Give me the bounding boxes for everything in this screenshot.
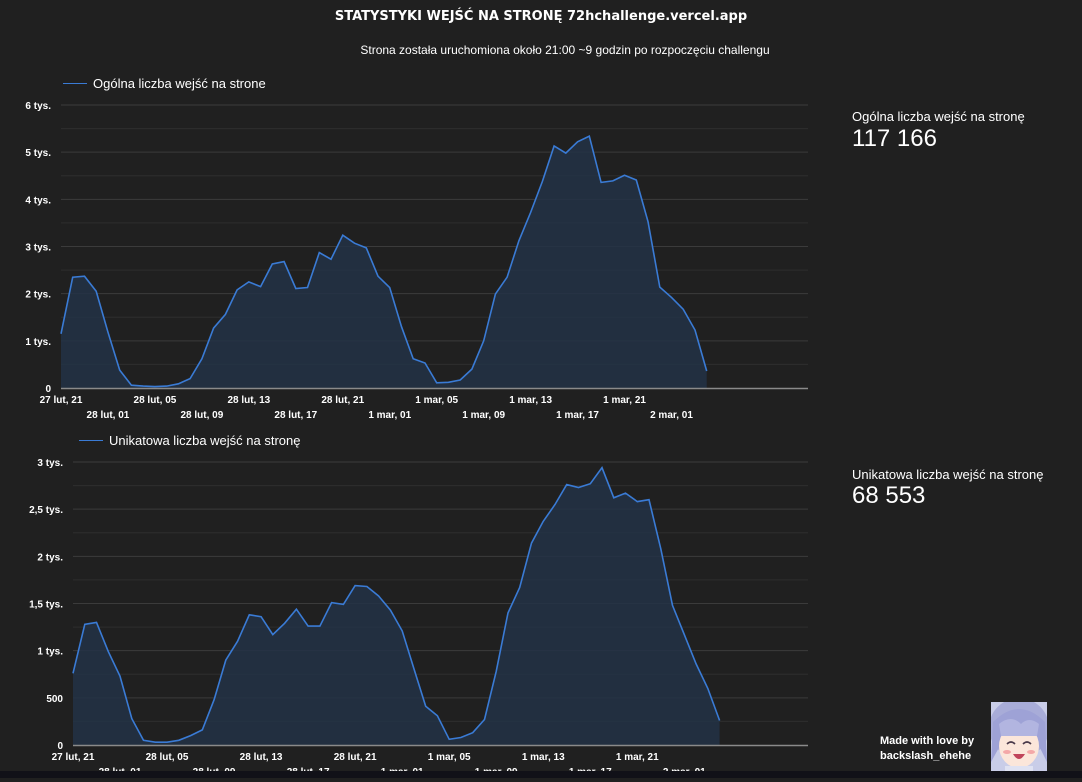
- y-tick-label: 500: [46, 694, 63, 705]
- x-tick-label: 28 lut, 05: [134, 395, 177, 406]
- x-tick-label: 1 mar, 01: [368, 410, 411, 421]
- x-tick-label: 28 lut, 21: [321, 395, 364, 406]
- y-tick-label: 1,5 tys.: [29, 600, 63, 611]
- x-tick-label: 28 lut, 13: [227, 395, 270, 406]
- bottom-bar: [0, 771, 1082, 778]
- x-tick-label: 28 lut, 09: [180, 410, 223, 421]
- x-tick-label: 1 mar, 21: [603, 395, 646, 406]
- footer-line-2: backslash_ehehe: [880, 749, 974, 764]
- chart-1-legend[interactable]: Ogólna liczba wejść na strone: [63, 76, 266, 91]
- chart-unique-visits[interactable]: 0 500 1 tys. 1,5 tys. 2 tys. 2,5 tys. 3 tys. 27…: [0, 452, 830, 782]
- chart-total-visits[interactable]: 0 1 tys. 2 tys. 3 tys. 4 tys. 5 tys. 6 tys. 27 …: [0, 95, 830, 425]
- kpi-total-label: Ogólna liczba wejść na stronę: [852, 109, 1025, 124]
- anime-avatar-image: [991, 702, 1047, 774]
- x-tick-label: 1 mar, 05: [428, 752, 471, 763]
- y-tick-label: 2 tys.: [25, 290, 51, 301]
- x-tick-label: 2 mar, 01: [650, 410, 693, 421]
- page-subtitle: Strona została uruchomiona około 21:00 ~…: [0, 43, 1082, 57]
- y-tick-label: 2,5 tys.: [29, 505, 63, 516]
- y-tick-label: 3 tys.: [37, 458, 63, 469]
- legend-label: Unikatowa liczba wejść na stronę: [109, 433, 300, 448]
- x-tick-label: 1 mar, 13: [509, 395, 552, 406]
- series-area: [61, 136, 707, 388]
- legend-label: Ogólna liczba wejść na strone: [93, 76, 266, 91]
- x-tick-label: 28 lut, 17: [274, 410, 317, 421]
- x-tick-label: 28 lut, 21: [334, 752, 377, 763]
- legend-line-swatch: [63, 83, 87, 84]
- y-tick-label: 3 tys.: [25, 243, 51, 254]
- x-tick-label: 27 lut, 21: [52, 752, 95, 763]
- x-tick-label: 28 lut, 13: [240, 752, 283, 763]
- x-tick-label: 1 mar, 13: [522, 752, 565, 763]
- kpi-unique-value: 68 553: [852, 482, 925, 510]
- y-tick-label: 4 tys.: [25, 195, 51, 206]
- x-tick-label: 1 mar, 17: [556, 410, 599, 421]
- x-tick-label: 1 mar, 09: [462, 410, 505, 421]
- legend-line-swatch: [79, 440, 103, 441]
- kpi-unique-label: Unikatowa liczba wejść na stronę: [852, 467, 1043, 482]
- footer-credit: Made with love by backslash_ehehe: [880, 734, 974, 764]
- x-tick-label: 28 lut, 05: [146, 752, 189, 763]
- y-tick-label: 0: [45, 384, 51, 395]
- page-title: STATYSTYKI WEJŚĆ NA STRONĘ 72hchallenge.…: [0, 9, 1082, 24]
- kpi-total-value: 117 166: [852, 125, 937, 153]
- chart-2-legend[interactable]: Unikatowa liczba wejść na stronę: [79, 433, 300, 448]
- x-tick-label: 1 mar, 05: [415, 395, 458, 406]
- y-tick-label: 0: [57, 741, 63, 752]
- y-tick-label: 1 tys.: [25, 337, 51, 348]
- y-tick-label: 2 tys.: [37, 552, 63, 563]
- y-tick-label: 1 tys.: [37, 647, 63, 658]
- x-tick-label: 28 lut, 01: [87, 410, 130, 421]
- y-tick-label: 6 tys.: [25, 101, 51, 112]
- x-tick-label: 1 mar, 21: [616, 752, 659, 763]
- footer-line-1: Made with love by: [880, 734, 974, 749]
- y-tick-label: 5 tys.: [25, 148, 51, 159]
- x-tick-label: 27 lut, 21: [40, 395, 83, 406]
